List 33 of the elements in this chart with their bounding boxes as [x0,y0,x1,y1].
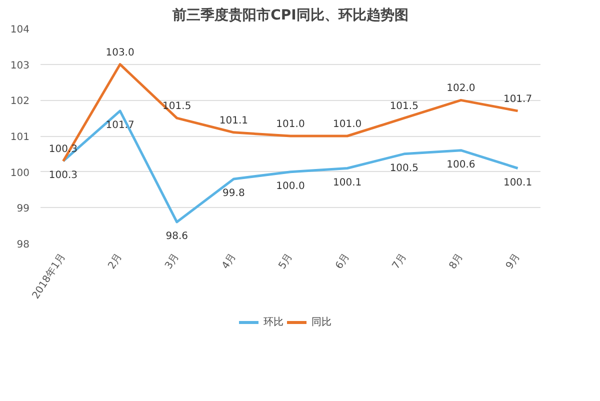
data-label: 101.5 [390,101,418,112]
y-tick-label: 99 [16,204,30,215]
data-label: 100.5 [390,162,418,174]
data-label: 101.0 [333,119,362,130]
x-tick-label: 3月 [163,252,182,272]
data-label: 100.0 [276,180,305,192]
x-tick-label: 2月 [106,252,125,272]
chart-title: 前三季度贵阳市CPI同比、环比趋势图 [172,6,408,24]
data-label: 100.1 [333,177,362,188]
legend-label: 同比 [312,316,332,329]
x-tick-label: 5月 [277,252,296,272]
y-tick-label: 98 [16,240,30,250]
data-label: 102.0 [446,83,476,94]
data-label: 101.1 [219,115,248,126]
data-label: 101.7 [503,94,532,105]
data-label: 99.8 [222,188,245,199]
data-label: 100.1 [503,177,532,188]
data-label: 103.0 [106,47,134,58]
data-label: 100.3 [48,170,78,182]
y-tick-label: 104 [10,24,30,36]
x-tick-label: 7月 [390,252,409,272]
y-tick-label: 101 [10,132,30,143]
data-label: 98.6 [166,231,188,242]
y-tick-label: 100 [10,168,30,179]
data-label: 100.6 [446,159,476,170]
data-label: 101.0 [276,119,305,130]
x-tick-label: 6月 [334,252,352,272]
x-tick-label: 8月 [447,252,466,272]
y-tick-label: 103 [10,60,30,72]
x-tick-label: 9月 [504,252,522,272]
y-tick-label: 102 [10,96,30,108]
legend-label: 环比 [264,316,284,329]
x-tick-label: 4月 [220,252,238,272]
